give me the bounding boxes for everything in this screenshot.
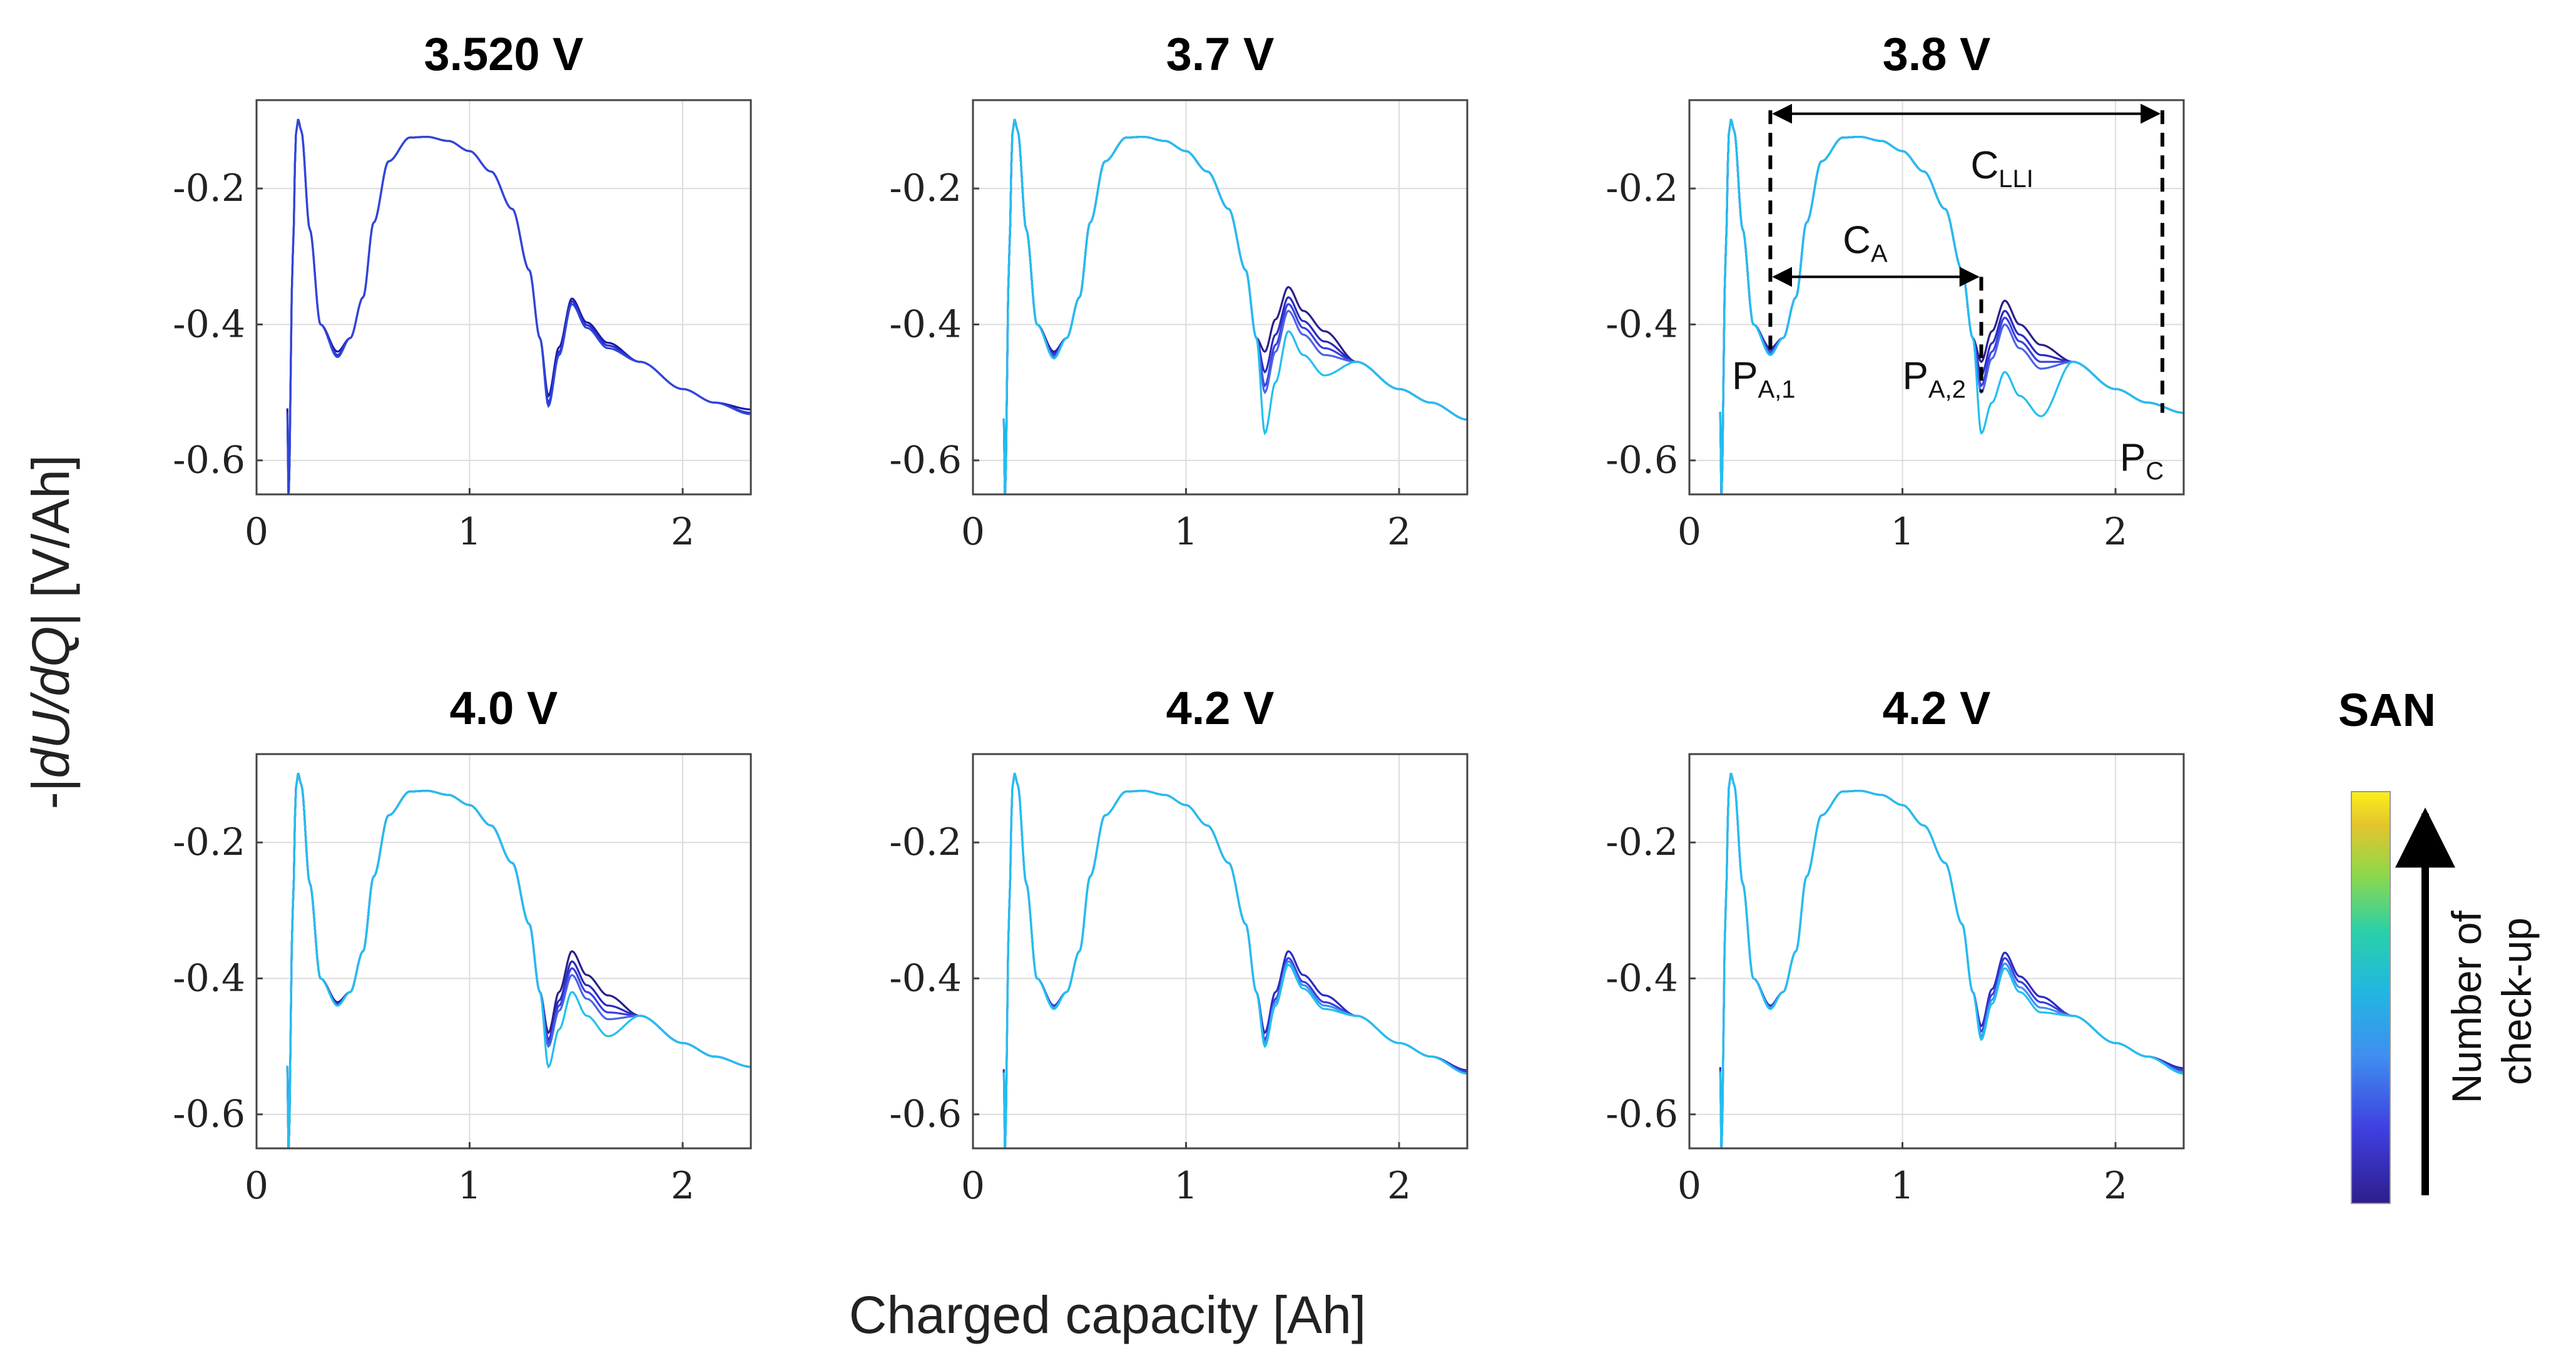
series-line-1 (286, 118, 751, 494)
y-tick-label: -0.4 (1606, 302, 1678, 346)
series-line-4 (1719, 772, 2184, 1148)
y-tick-label: -0.6 (173, 1093, 245, 1136)
axes-box (972, 753, 1469, 1150)
y-tick-label: -0.2 (173, 820, 245, 864)
series-line-4 (286, 772, 751, 1148)
x-tick-label: 2 (1387, 510, 1411, 554)
series-line-3 (286, 118, 751, 494)
series-line-2 (286, 772, 751, 1148)
colorbar-title: SAN (2338, 684, 2436, 736)
x-tick-label: 1 (457, 510, 481, 554)
x-tick-label: 2 (2104, 1164, 2127, 1208)
axes-box (972, 99, 1469, 496)
x-tick-label: 1 (1890, 510, 1914, 554)
colorbar: SAN Number of check-up (2338, 684, 2540, 1204)
series-line-1 (1719, 772, 2184, 1148)
subplot-title: 3.8 V (1883, 28, 1991, 80)
y-tick-label: -0.6 (889, 1093, 962, 1136)
label-P-C: PC (2120, 436, 2164, 485)
series-line-3 (1719, 118, 2184, 494)
colorbar-label: Number of check-up (2443, 899, 2540, 1103)
x-tick-label: 0 (1677, 510, 1701, 554)
x-tick-label: 1 (1890, 1164, 1914, 1208)
label-P-A2: PA,2 (1903, 355, 1966, 404)
series-line-1 (1719, 118, 2184, 494)
series-line-2 (286, 118, 751, 494)
subplot-3: 0 1 2 -0.2 -0.4 -0.6 3.8 V CLLI CA PA,1 PA,2 PC (1606, 28, 2185, 554)
axes-box (255, 99, 752, 496)
y-tick-label: -0.4 (889, 956, 962, 1000)
series-line-2 (1719, 118, 2184, 494)
subplot-title: 4.0 V (450, 682, 558, 734)
series-line-4 (1002, 772, 1467, 1148)
axes-box (1688, 99, 2185, 496)
y-tick-label: -0.6 (889, 439, 962, 482)
x-tick-label: 0 (961, 510, 985, 554)
y-tick-label: -0.6 (173, 439, 245, 482)
axes-box (255, 753, 752, 1150)
series-line-3 (286, 772, 751, 1148)
series-line-3 (1719, 772, 2184, 1148)
series-line-2 (1719, 772, 2184, 1148)
series-line-3 (1002, 118, 1467, 494)
x-tick-label: 2 (2104, 510, 2127, 554)
x-tick-label: 0 (961, 1164, 985, 1208)
x-axis-label: Charged capacity [Ah] (849, 1285, 1366, 1344)
subplot-6: 0 1 2 -0.2 -0.4 -0.6 4.2 V (1606, 682, 2185, 1208)
y-tick-label: -0.4 (889, 302, 962, 346)
series-line-5 (1719, 118, 2184, 494)
series-line-1 (1002, 772, 1467, 1148)
x-tick-label: 2 (671, 510, 695, 554)
y-tick-label: -0.6 (1606, 439, 1678, 482)
series-line-4 (1002, 118, 1467, 494)
series-line-5 (286, 772, 751, 1148)
series-line-2 (1002, 772, 1467, 1148)
y-tick-label: -0.2 (1606, 820, 1678, 864)
y-tick-label: -0.4 (173, 302, 245, 346)
y-tick-label: -0.2 (173, 166, 245, 210)
subplot-1: 0 1 2 -0.2 -0.4 -0.6 3.520 V (173, 28, 752, 554)
series-line-4 (1719, 118, 2184, 494)
y-tick-label: -0.2 (889, 166, 962, 210)
axes-box (1688, 753, 2185, 1150)
subplot-title: 4.2 V (1166, 682, 1275, 734)
series-line-3 (1002, 772, 1467, 1148)
series-line-1 (1002, 118, 1467, 494)
y-tick-label: -0.6 (1606, 1093, 1678, 1136)
series-line-2 (1002, 118, 1467, 494)
y-tick-label: -0.4 (1606, 956, 1678, 1000)
series-line-1 (286, 772, 751, 1148)
x-tick-label: 1 (457, 1164, 481, 1208)
y-axis-label: -|dU/dQ| [V/Ah] (21, 455, 80, 810)
subplot-title: 3.520 V (424, 28, 583, 80)
x-tick-label: 2 (1387, 1164, 1411, 1208)
series-line-5 (1002, 118, 1467, 494)
x-tick-label: 1 (1174, 1164, 1198, 1208)
subplot-2: 0 1 2 -0.2 -0.4 -0.6 3.7 V (889, 28, 1469, 554)
label-P-A1: PA,1 (1732, 355, 1795, 404)
label-C-LLI: CLLI (1970, 144, 2033, 193)
x-tick-label: 0 (245, 510, 268, 554)
subplot-4: 0 1 2 -0.2 -0.4 -0.6 4.0 V (173, 682, 752, 1208)
x-tick-label: 0 (245, 1164, 268, 1208)
panels-group: 0 1 2 -0.2 -0.4 -0.6 3.520 V 0 1 2 -0.2 -0.4 -0.6 3.7… (173, 28, 2185, 1208)
label-C-A: CA (1843, 218, 1888, 267)
subplot-5: 0 1 2 -0.2 -0.4 -0.6 4.2 V (889, 682, 1469, 1208)
colorbar-gradient (2351, 791, 2391, 1204)
y-tick-label: -0.4 (173, 956, 245, 1000)
subplot-title: 4.2 V (1883, 682, 1991, 734)
y-tick-label: -0.2 (1606, 166, 1678, 210)
x-tick-label: 1 (1174, 510, 1198, 554)
y-tick-label: -0.2 (889, 820, 962, 864)
x-tick-label: 0 (1677, 1164, 1701, 1208)
x-tick-label: 2 (671, 1164, 695, 1208)
subplot-title: 3.7 V (1166, 28, 1275, 80)
